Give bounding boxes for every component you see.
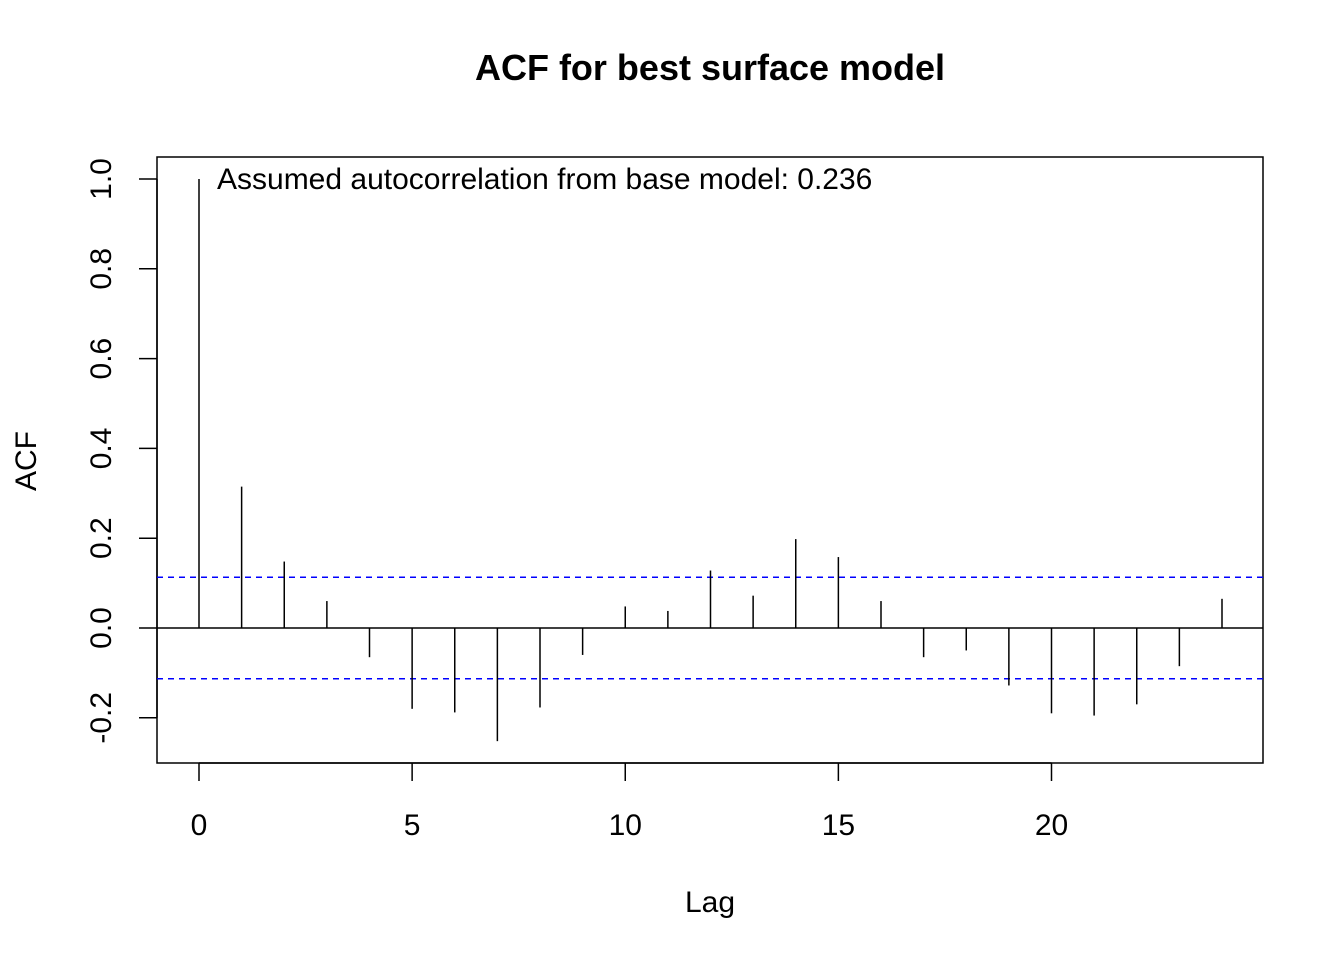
y-tick-label: 0.4 [85, 428, 118, 470]
y-tick-label: -0.2 [85, 692, 118, 744]
y-tick-label: 1.0 [85, 158, 118, 200]
x-tick-label: 0 [191, 809, 208, 842]
y-tick-label: 0.2 [85, 517, 118, 559]
y-tick-label: 0.8 [85, 248, 118, 290]
x-tick-label: 20 [1035, 809, 1068, 842]
x-axis: 0 5 10 15 20 [191, 762, 1068, 842]
acf-spikes [198, 179, 1223, 742]
y-axis: -0.2 0.0 0.2 0.4 0.6 0.8 1.0 [85, 158, 158, 744]
plot-frame [156, 156, 1264, 764]
chart-annotation: Assumed autocorrelation from base model:… [217, 163, 872, 196]
x-axis-label: Lag [685, 886, 735, 919]
y-axis-label: ACF [10, 431, 43, 491]
chart-title: ACF for best surface model [475, 47, 945, 88]
x-tick-label: 10 [609, 809, 642, 842]
y-tick-label: 0.0 [85, 607, 118, 649]
y-tick-label: 0.6 [85, 338, 118, 380]
x-tick-label: 5 [404, 809, 421, 842]
x-tick-label: 15 [822, 809, 855, 842]
